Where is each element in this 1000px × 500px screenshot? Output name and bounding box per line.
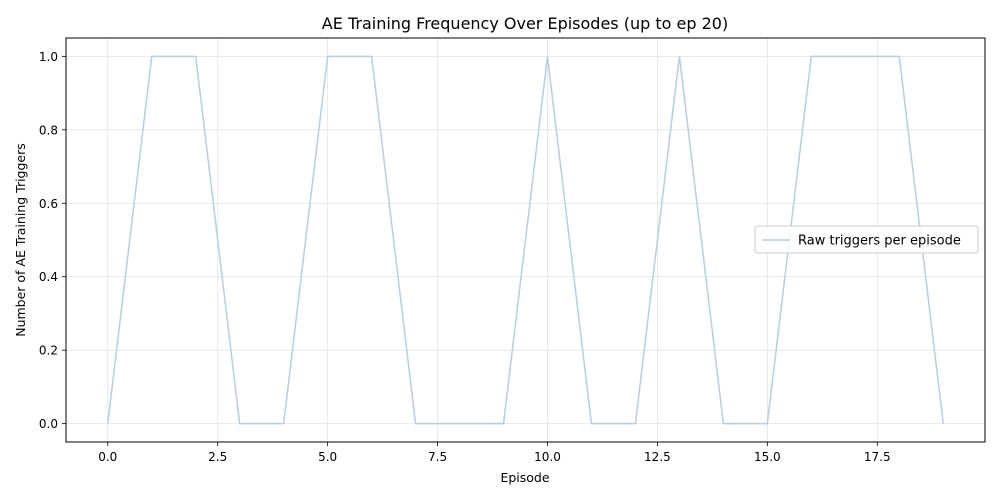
x-tick-label: 17.5 [864,450,891,464]
y-axis-label: Number of AE Training Triggers [13,143,28,337]
chart-title: AE Training Frequency Over Episodes (up … [322,14,728,33]
x-tick-label: 15.0 [754,450,781,464]
y-tick-label: 0.2 [39,344,58,358]
legend-label: Raw triggers per episode [798,234,961,249]
series-line [107,55,944,425]
y-tick-label: 1.0 [39,50,58,64]
x-tick-label: 5.0 [318,450,337,464]
series-layer [107,55,944,425]
y-tick-label: 0.8 [39,123,58,137]
legend-box [754,225,979,254]
x-tick-label: 0.0 [98,450,117,464]
x-axis-label: Episode [500,470,549,485]
y-tick-label: 0.6 [39,197,58,211]
x-tick-label: 7.5 [428,450,447,464]
x-tick-label: 12.5 [644,450,671,464]
x-axis-ticks: 0.0 2.5 5.0 7.5 10.0 12.5 15.0 17.5 [98,442,891,464]
x-tick-label: 10.0 [534,450,561,464]
y-tick-label: 0.4 [39,270,58,284]
legend: Raw triggers per episode [754,225,979,254]
y-axis-ticks: 0.0 0.2 0.4 0.6 0.8 1.0 [39,50,66,431]
x-tick-label: 2.5 [208,450,227,464]
plot-frame [65,37,986,443]
y-tick-label: 0.0 [39,417,58,431]
